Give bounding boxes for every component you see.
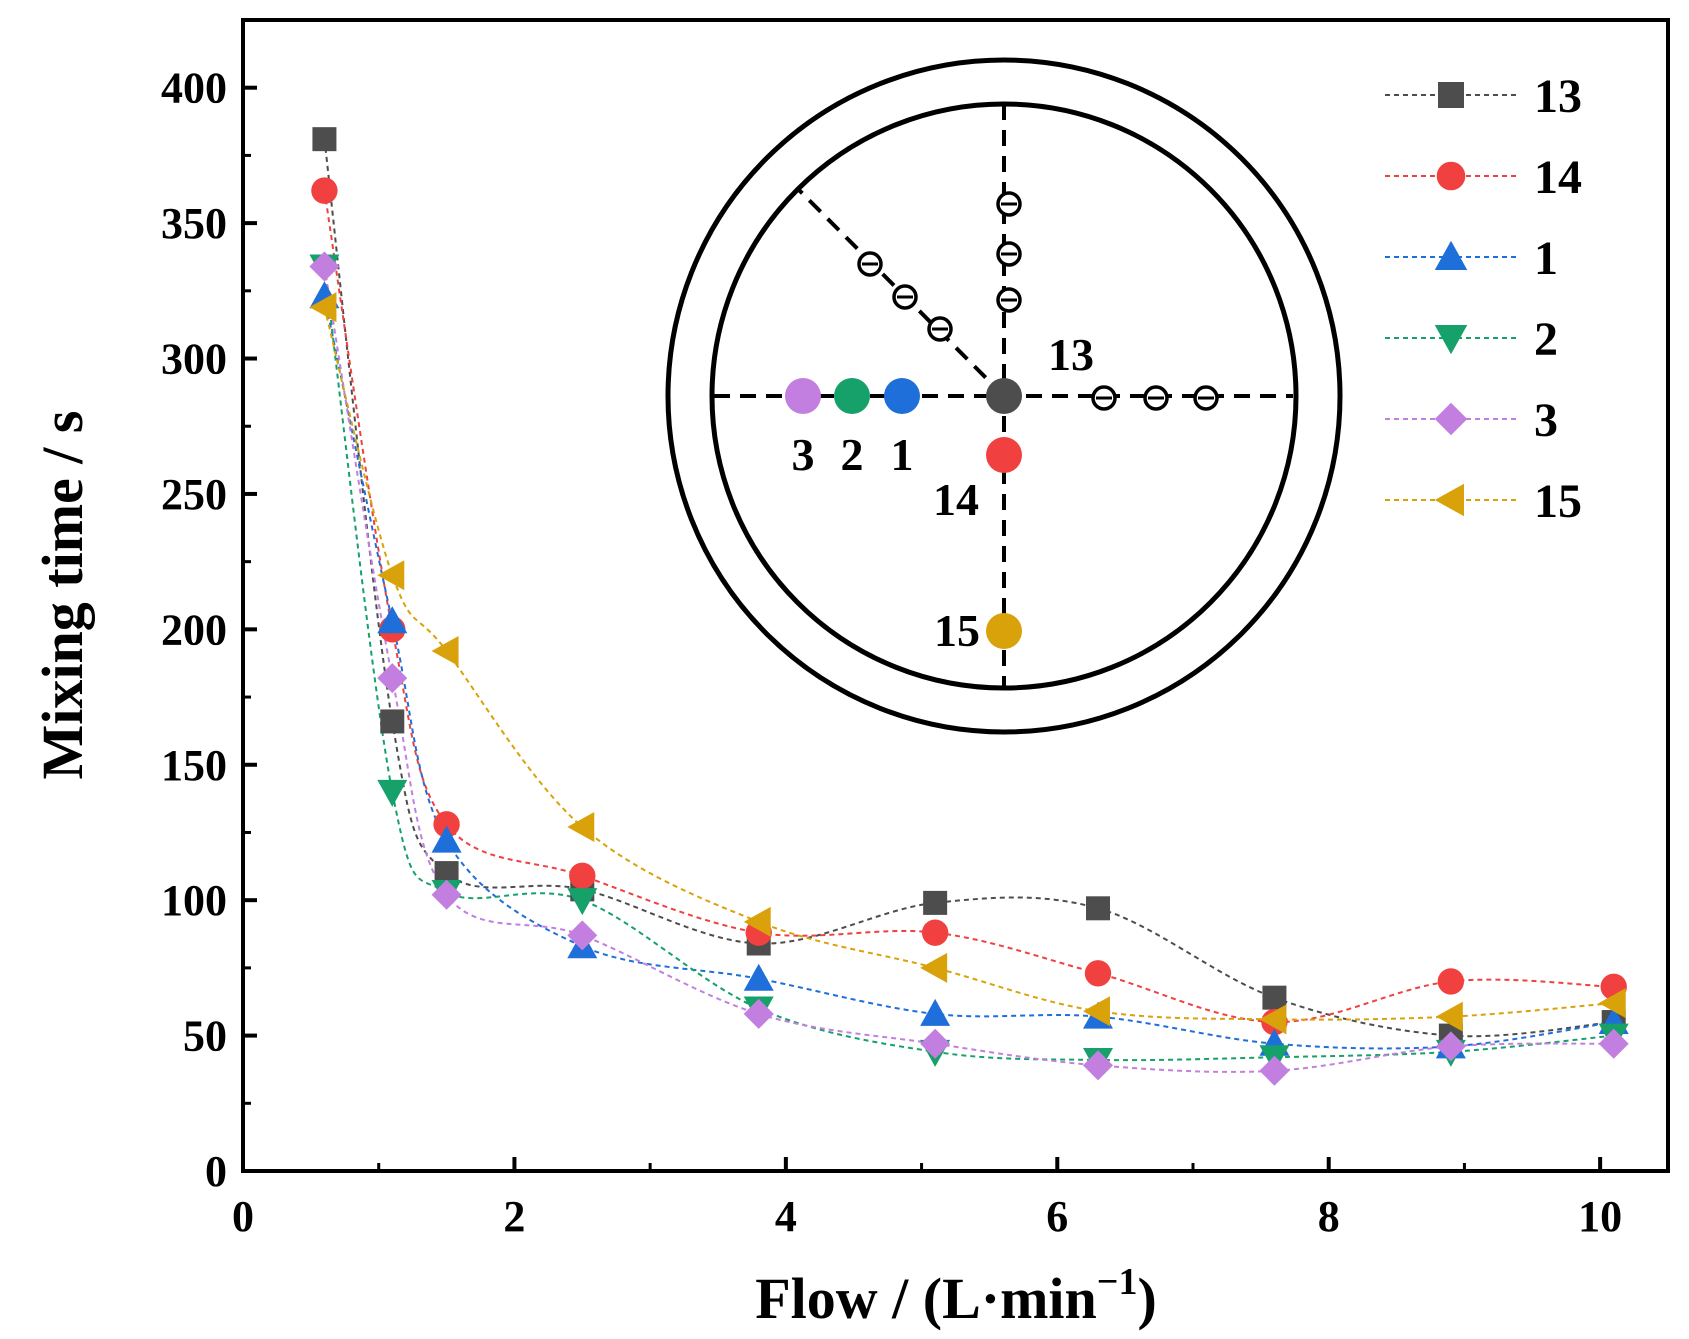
probe-layout-inset: 13 14 15 3 2 1 <box>665 57 1343 735</box>
legend-marker-13 <box>1438 82 1464 108</box>
y-tick-label: 0 <box>205 1147 227 1196</box>
data-point-series-14 <box>433 811 460 838</box>
data-point-series-1 <box>431 825 462 853</box>
data-point-series-2 <box>567 888 598 916</box>
data-point-series-1 <box>377 606 408 634</box>
y-axis-title: Mixing time / s <box>30 411 95 780</box>
x-axis-title-close: ) <box>1137 1266 1156 1331</box>
legend-label-2: 2 <box>1534 313 1558 366</box>
x-axis-title: Flow / (L·min−1) <box>755 1261 1157 1331</box>
inset-label-15: 15 <box>934 605 980 656</box>
data-point-series-3 <box>1083 1050 1113 1081</box>
series-line-2 <box>323 266 1614 1062</box>
legend-marker-3 <box>1434 402 1468 436</box>
x-tick-label: 4 <box>775 1192 797 1241</box>
data-point-series-13 <box>1086 896 1110 921</box>
inset-label-13: 13 <box>1048 329 1094 380</box>
inset-point-13 <box>986 378 1022 414</box>
data-point-series-2 <box>377 779 408 807</box>
legend: 13 14 1 2 3 15 <box>1385 70 1582 528</box>
data-point-series-14 <box>1437 968 1465 995</box>
legend-marker-1 <box>1434 240 1468 270</box>
series-line-13 <box>323 139 1614 1038</box>
data-point-series-13 <box>1262 985 1287 1010</box>
series-line-3 <box>323 266 1614 1073</box>
inset-point-14 <box>986 437 1022 473</box>
y-tick-label: 150 <box>161 741 227 790</box>
legend-label-3: 3 <box>1534 394 1558 447</box>
inset-label-3: 3 <box>792 429 815 480</box>
inset-label-1: 1 <box>891 429 914 480</box>
legend-label-13: 13 <box>1534 70 1582 123</box>
inset-point-2 <box>834 378 870 414</box>
data-point-series-15 <box>743 906 771 937</box>
data-point-series-15 <box>1598 988 1626 1019</box>
data-point-series-3 <box>743 998 774 1029</box>
x-tick-label: 2 <box>503 1192 525 1241</box>
data-point-series-1 <box>920 998 951 1026</box>
data-point-series-15 <box>1083 996 1110 1027</box>
legend-marker-15 <box>1434 483 1464 517</box>
data-point-series-13 <box>312 127 337 152</box>
inset-label-2: 2 <box>841 429 864 480</box>
data-point-series-15 <box>309 292 337 323</box>
data-point-series-3 <box>1259 1055 1290 1086</box>
y-axis-ticks: 0 50 100 150 200 250 300 350 400 <box>161 64 257 1196</box>
x-axis-ticks: 0 2 4 6 8 10 <box>232 1157 1622 1241</box>
legend-marker-14 <box>1436 161 1466 191</box>
data-point-series-14 <box>921 919 949 946</box>
data-point-series-14 <box>1084 960 1112 987</box>
data-point-series-13 <box>380 709 405 734</box>
y-tick-label: 300 <box>161 335 227 384</box>
series-markers <box>309 127 1629 1086</box>
inset-point-3 <box>785 378 821 414</box>
data-point-series-13 <box>923 890 948 915</box>
x-tick-label: 8 <box>1318 1192 1340 1241</box>
data-point-series-3 <box>431 879 462 910</box>
data-point-series-15 <box>1435 1001 1463 1032</box>
data-point-series-14 <box>311 177 338 204</box>
plot-frame <box>241 18 1670 1173</box>
data-point-series-3 <box>377 663 408 694</box>
y-tick-label: 100 <box>161 876 227 925</box>
x-tick-label: 10 <box>1578 1192 1622 1241</box>
series-line-1 <box>323 296 1614 1050</box>
y-tick-label: 350 <box>161 199 227 248</box>
legend-marker-2 <box>1434 325 1468 355</box>
data-point-series-15 <box>567 812 595 843</box>
y-tick-label: 250 <box>161 470 227 519</box>
data-point-series-3 <box>1435 1031 1466 1062</box>
legend-label-1: 1 <box>1534 232 1558 285</box>
data-point-series-1 <box>743 963 774 991</box>
x-tick-label: 0 <box>232 1192 254 1241</box>
inset-point-15 <box>986 613 1022 649</box>
data-point-series-3 <box>567 920 598 951</box>
y-tick-label: 400 <box>161 64 227 113</box>
legend-label-15: 15 <box>1534 475 1582 528</box>
y-tick-label: 50 <box>183 1012 227 1061</box>
data-point-series-15 <box>920 952 948 983</box>
series-line-15 <box>323 306 1614 1021</box>
x-tick-label: 6 <box>1046 1192 1068 1241</box>
x-axis-title-exponent: −1 <box>1097 1261 1138 1303</box>
data-point-series-15 <box>431 636 459 667</box>
data-point-series-14 <box>569 862 596 890</box>
inset-label-14: 14 <box>933 474 979 525</box>
data-point-series-15 <box>1259 1004 1287 1035</box>
data-point-series-3 <box>920 1028 951 1059</box>
x-axis-title-main: Flow / (L·min <box>755 1266 1097 1331</box>
y-tick-label: 200 <box>161 605 227 654</box>
data-point-series-3 <box>309 251 340 282</box>
diagonal-axis-line <box>796 187 1006 398</box>
vessel-outer-wall <box>665 57 1343 735</box>
inset-point-1 <box>884 378 920 414</box>
legend-label-14: 14 <box>1534 151 1582 204</box>
probe-holes <box>857 191 1219 411</box>
probe-points: 13 14 15 3 2 1 <box>785 329 1094 656</box>
data-point-series-15 <box>377 560 405 591</box>
data-point-series-3 <box>1598 1028 1629 1059</box>
